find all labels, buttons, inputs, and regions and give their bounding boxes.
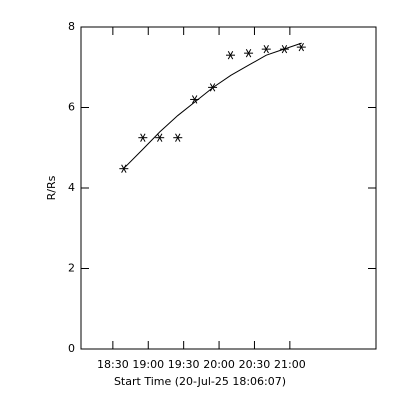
x-tick-label: 21:00 xyxy=(274,358,306,371)
asterisk-stroke xyxy=(263,44,269,54)
x-tick-label: 19:30 xyxy=(168,358,200,371)
asterisk-stroke xyxy=(227,51,234,60)
y-tick-label: 6 xyxy=(68,101,75,114)
asterisk-point xyxy=(296,42,306,52)
asterisk-stroke xyxy=(140,133,146,142)
asterisk-stroke xyxy=(245,48,252,58)
asterisk-point xyxy=(173,133,183,142)
asterisk-stroke xyxy=(298,42,304,52)
y-tick-label: 0 xyxy=(68,342,75,355)
y-tick-label: 2 xyxy=(68,262,75,275)
x-tick-label: 19:00 xyxy=(132,358,164,371)
x-tick-label: 20:30 xyxy=(239,358,271,371)
asterisk-point xyxy=(138,133,148,142)
y-axis-label: R/Rs xyxy=(45,175,58,200)
y-tick-label: 8 xyxy=(68,20,75,33)
asterisk-point xyxy=(244,48,254,58)
x-axis-label: Start Time (20-Jul-25 18:06:07) xyxy=(114,375,286,388)
asterisk-stroke xyxy=(191,95,198,104)
y-tick-label: 4 xyxy=(68,181,75,194)
plot-frame xyxy=(80,26,377,350)
x-tick-label: 20:00 xyxy=(203,358,235,371)
asterisk-stroke xyxy=(175,133,181,142)
asterisk-stroke xyxy=(157,133,163,142)
asterisk-point xyxy=(261,44,271,54)
asterisk-point xyxy=(226,51,236,60)
x-tick-label: 18:30 xyxy=(97,358,129,371)
fit-line xyxy=(123,42,302,170)
asterisk-point xyxy=(155,133,165,142)
